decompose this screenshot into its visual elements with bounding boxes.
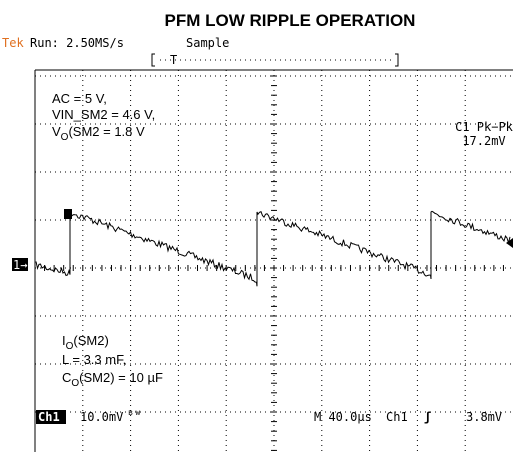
measurement-value: 17.2mV bbox=[462, 134, 505, 148]
acq-mode: Sample bbox=[186, 36, 229, 50]
vertical-scale: 10.0mV bbox=[80, 410, 123, 424]
trigger-slope: ʃ bbox=[424, 410, 431, 424]
trigger-channel: Ch1 bbox=[386, 410, 408, 424]
bandwidth-limit: ᴮᵂ bbox=[127, 408, 141, 422]
measurement-label: C1 Pk−Pk bbox=[455, 120, 513, 134]
title: PFM LOW RIPPLE OPERATION bbox=[165, 11, 416, 30]
annotation: CO(SM2) = 10 µF bbox=[62, 370, 163, 389]
brand: Tek bbox=[2, 36, 24, 50]
annotation: L = 3.3 mF, bbox=[62, 352, 126, 367]
timebase: M 40.0µs bbox=[314, 410, 372, 424]
trigger-point bbox=[64, 209, 72, 219]
channel-marker: 1→ bbox=[13, 258, 27, 272]
trigger-level: 3.8mV bbox=[466, 410, 502, 424]
run-rate: Run: 2.50MS/s bbox=[30, 36, 124, 50]
annotation: IO(SM2) bbox=[62, 333, 109, 352]
trigger-marker: T bbox=[170, 53, 177, 67]
annotation: AC = 5 V, bbox=[52, 91, 107, 106]
channel-label: Ch1 bbox=[38, 410, 60, 424]
annotation: VIN_SM2 = 4.6 V, bbox=[52, 107, 155, 122]
scope-screen: PFM LOW RIPPLE OPERATION Tek Run: 2.50MS… bbox=[0, 0, 513, 452]
